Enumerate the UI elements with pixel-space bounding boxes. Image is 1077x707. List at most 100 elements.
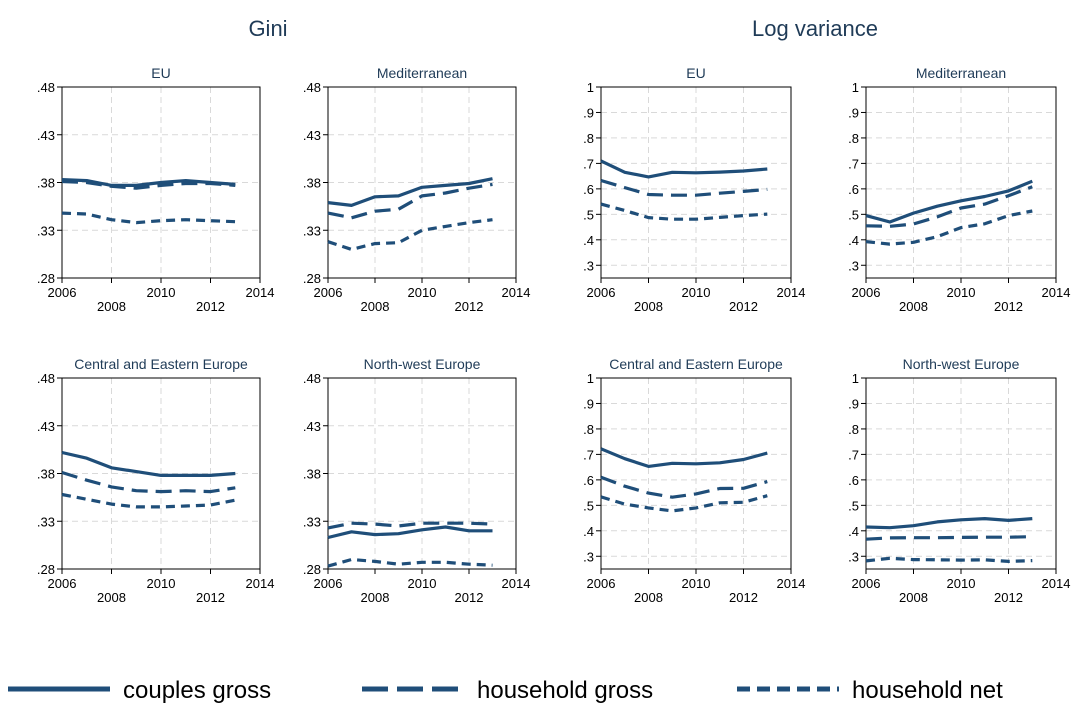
y-tick-label: .28 — [37, 562, 55, 577]
x-tick-label: 2010 — [947, 285, 976, 300]
y-tick-label: 1 — [587, 371, 594, 386]
y-tick-label: .6 — [848, 182, 859, 197]
series-line-household-gross — [865, 535, 1033, 541]
x-tick-label: 2010 — [682, 576, 711, 591]
plot-frame — [600, 86, 792, 279]
y-tick-label: .33 — [303, 223, 321, 238]
x-tick-label: 2012 — [196, 299, 225, 314]
group-title-log-variance: Log variance — [752, 16, 878, 41]
panel-0: EU .28 .33 .38 .43 .48 2006 2010 2014 2008 2012 — [37, 65, 275, 314]
x-tick-label: 2012 — [455, 590, 484, 605]
y-tick-label: 1 — [852, 80, 859, 95]
x-tick-label: 2014 — [502, 285, 531, 300]
y-tick-label: .7 — [583, 447, 594, 462]
series-line-household-net — [61, 211, 236, 225]
x-tick-label: 2008 — [97, 299, 126, 314]
y-tick-label: .4 — [848, 524, 859, 539]
x-tick-label: 2014 — [502, 576, 531, 591]
x-tick-label: 2008 — [361, 299, 390, 314]
y-tick-label: .5 — [848, 498, 859, 513]
y-tick-label: .43 — [37, 419, 55, 434]
y-tick-label: .7 — [848, 447, 859, 462]
y-tick-label: .9 — [848, 105, 859, 120]
x-tick-label: 2014 — [777, 285, 806, 300]
x-tick-label: 2014 — [246, 576, 275, 591]
series-line-household-net — [327, 218, 493, 251]
x-tick-label: 2008 — [361, 590, 390, 605]
y-tick-label: .9 — [583, 396, 594, 411]
x-tick-label: 2010 — [147, 285, 176, 300]
y-tick-label: .38 — [37, 467, 55, 482]
y-tick-label: .3 — [583, 549, 594, 564]
group-title-gini: Gini — [248, 16, 287, 41]
plot-frame — [600, 377, 792, 570]
y-tick-label: 1 — [587, 80, 594, 95]
series-line-household-net — [61, 492, 236, 509]
x-tick-label: 2010 — [147, 576, 176, 591]
y-tick-label: .8 — [583, 422, 594, 437]
y-tick-label: .9 — [848, 396, 859, 411]
legend-label-1: household gross — [477, 677, 653, 704]
series-line-couples-gross — [865, 516, 1033, 530]
x-tick-label: 2008 — [899, 590, 928, 605]
x-tick-label: 2006 — [48, 285, 77, 300]
y-tick-label: .3 — [583, 258, 594, 273]
series-line-couples-gross — [61, 450, 236, 477]
series-line-household-net — [865, 209, 1033, 246]
x-tick-label: 2006 — [587, 285, 616, 300]
y-tick-label: .28 — [303, 562, 321, 577]
x-tick-label: 2006 — [314, 576, 343, 591]
x-tick-label: 2008 — [634, 299, 663, 314]
x-tick-label: 2008 — [97, 590, 126, 605]
x-tick-label: 2012 — [994, 590, 1023, 605]
series-line-household-gross — [327, 182, 493, 220]
x-tick-label: 2006 — [314, 285, 343, 300]
y-tick-label: .5 — [583, 207, 594, 222]
y-tick-label: .28 — [37, 271, 55, 286]
series-line-couples-gross — [327, 525, 493, 540]
panel-title: Mediterranean — [377, 65, 467, 81]
y-tick-label: .33 — [37, 514, 55, 529]
y-tick-label: .33 — [303, 514, 321, 529]
y-tick-label: .4 — [583, 233, 594, 248]
series-line-household-gross — [600, 475, 768, 499]
panel-title: EU — [151, 65, 170, 81]
series-line-household-gross — [327, 521, 493, 530]
panel-title: North-west Europe — [364, 356, 481, 372]
y-tick-label: .8 — [848, 422, 859, 437]
x-tick-label: 2010 — [408, 285, 437, 300]
y-tick-label: .43 — [303, 419, 321, 434]
x-tick-label: 2010 — [682, 285, 711, 300]
plot-frame — [865, 86, 1057, 279]
y-tick-label: .43 — [37, 128, 55, 143]
y-tick-label: .5 — [583, 498, 594, 513]
x-tick-label: 2008 — [899, 299, 928, 314]
y-tick-label: .9 — [583, 105, 594, 120]
series-line-couples-gross — [865, 179, 1033, 224]
panel-5: North-west Europe .28 .33 .38 .43 .48 2006 2010… — [303, 356, 531, 605]
panel-title: Mediterranean — [916, 65, 1006, 81]
x-tick-label: 2006 — [587, 576, 616, 591]
y-tick-label: .48 — [303, 371, 321, 386]
x-tick-label: 2012 — [455, 299, 484, 314]
panel-title: EU — [686, 65, 705, 81]
panel-title: Central and Eastern Europe — [74, 356, 248, 372]
panel-6: Central and Eastern Europe .3 .4 .5 .6 .7 .8 .9… — [583, 356, 805, 605]
x-tick-label: 2014 — [1042, 576, 1071, 591]
y-tick-label: .4 — [583, 524, 594, 539]
x-tick-label: 2012 — [994, 299, 1023, 314]
y-tick-label: .6 — [583, 473, 594, 488]
x-tick-label: 2010 — [947, 576, 976, 591]
y-tick-label: 1 — [852, 371, 859, 386]
y-tick-label: .43 — [303, 128, 321, 143]
y-tick-label: .48 — [37, 80, 55, 95]
x-tick-label: 2012 — [729, 590, 758, 605]
panel-1: Mediterranean .28 .33 .38 .43 .48 2006 2010 2014… — [303, 65, 531, 314]
y-tick-label: .3 — [848, 549, 859, 564]
y-tick-label: .8 — [848, 131, 859, 146]
x-tick-label: 2008 — [634, 590, 663, 605]
x-tick-label: 2006 — [852, 285, 881, 300]
panel-4: Central and Eastern Europe .28 .33 .38 .43 .4… — [37, 356, 275, 605]
y-tick-label: .48 — [303, 80, 321, 95]
y-tick-label: .7 — [848, 156, 859, 171]
